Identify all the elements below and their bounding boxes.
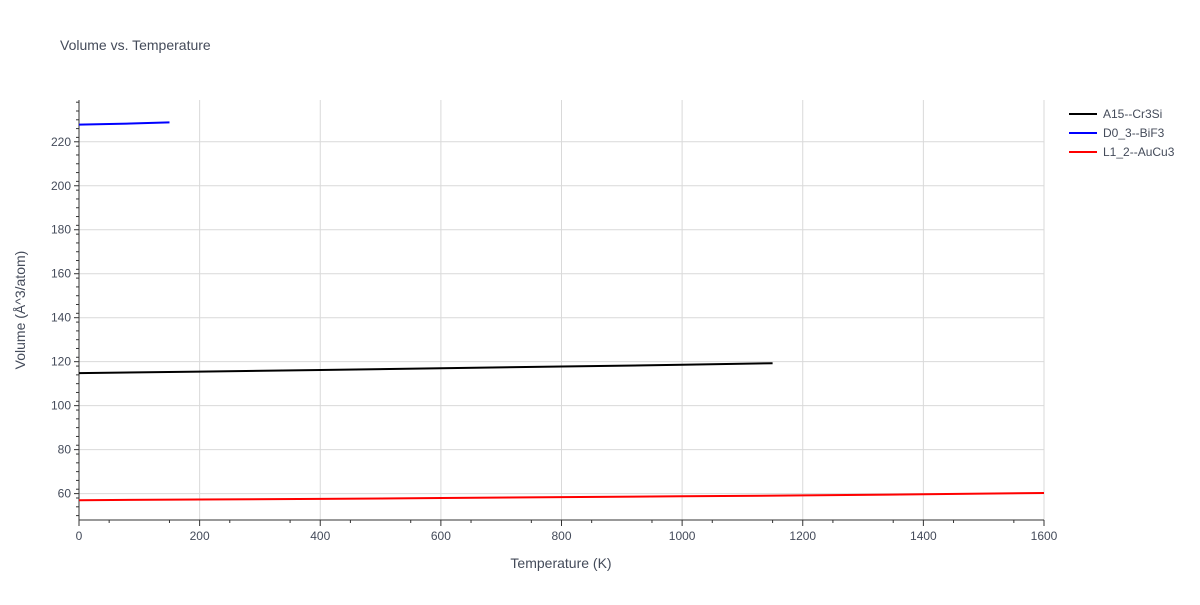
legend-label: D0_3--BiF3 [1103, 126, 1165, 140]
y-tick-label: 100 [51, 399, 71, 413]
legend-label: A15--Cr3Si [1103, 107, 1162, 121]
y-tick-label: 140 [51, 311, 71, 325]
y-axis-label: Volume (Å^3/atom) [12, 251, 28, 370]
chart-title: Volume vs. Temperature [60, 37, 211, 53]
y-tick-label: 160 [51, 267, 71, 281]
x-tick-label: 1000 [669, 529, 696, 543]
y-tick-label: 120 [51, 355, 71, 369]
y-tick-label: 220 [51, 135, 71, 149]
y-tick-label: 60 [58, 487, 72, 501]
data-series [78, 121, 1045, 502]
series-line [78, 362, 773, 375]
x-tick-label: 0 [76, 529, 83, 543]
x-tick-label: 1600 [1031, 529, 1058, 543]
y-tick-label: 80 [58, 443, 72, 457]
x-axis-label: Temperature (K) [510, 555, 611, 571]
legend[interactable]: A15--Cr3Si D0_3--BiF3 L1_2--AuCu3 [1069, 107, 1175, 159]
tick-marks: 0 200 400 600 800 1000 1200 1400 1600 60 80 100 120 1… [51, 101, 1058, 543]
y-tick-label: 200 [51, 179, 71, 193]
x-tick-label: 600 [431, 529, 451, 543]
legend-label: L1_2--AuCu3 [1103, 145, 1175, 159]
x-tick-label: 400 [310, 529, 330, 543]
y-tick-label: 180 [51, 223, 71, 237]
x-tick-label: 800 [551, 529, 571, 543]
grid-lines [79, 100, 1045, 520]
x-tick-label: 1200 [789, 529, 816, 543]
x-tick-label: 1400 [910, 529, 937, 543]
series-line [78, 492, 1045, 502]
series-line [78, 121, 170, 126]
x-tick-label: 200 [190, 529, 210, 543]
